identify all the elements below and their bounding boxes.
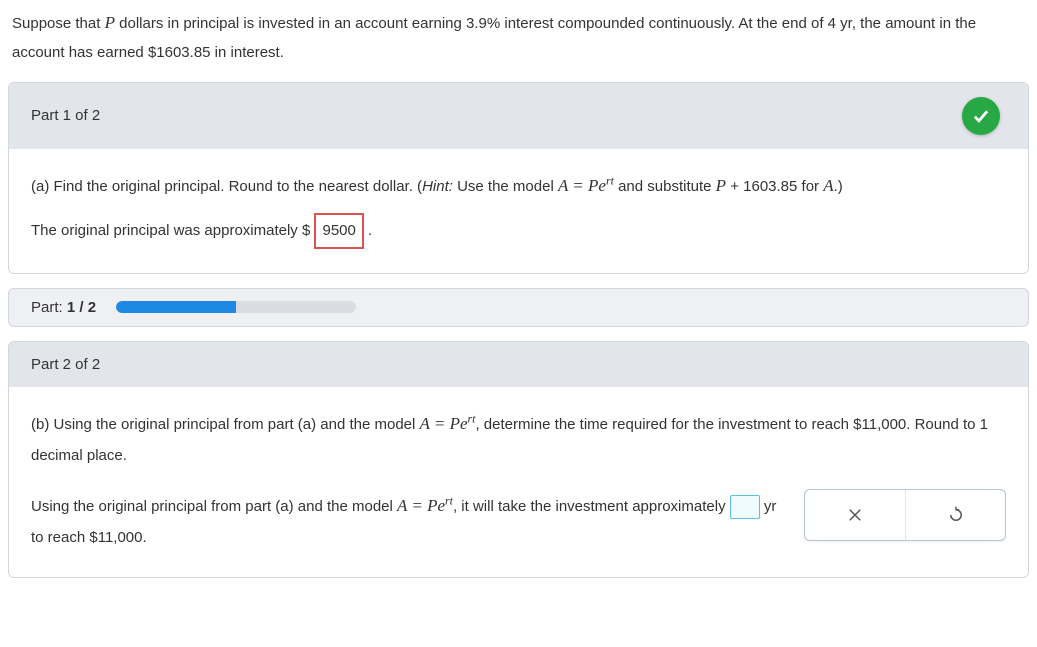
text: and substitute [614, 178, 716, 195]
text: dollars in principal is invested in an a… [115, 15, 466, 32]
action-panel [804, 489, 1006, 541]
text: . Round to [906, 416, 979, 433]
text: . [368, 222, 372, 239]
text: , determine the time required for the in… [475, 416, 853, 433]
part2-header: Part 2 of 2 [9, 342, 1028, 387]
part2-title: Part 2 of 2 [31, 356, 100, 373]
formula: A = Pert [420, 414, 476, 433]
undo-icon [947, 506, 965, 524]
sub-a: A [823, 176, 833, 195]
part2-body: (b) Using the original principal from pa… [9, 387, 1028, 577]
text: , it will take the investment approximat… [453, 498, 730, 515]
check-icon [970, 105, 992, 127]
text: interest compounded continuously. At the… [500, 15, 827, 32]
sub-p: P [716, 176, 726, 195]
interest: $1603.85 [148, 44, 211, 61]
text: + [726, 178, 743, 195]
clear-button[interactable] [805, 490, 905, 540]
ans-target: $11,000 [89, 529, 142, 546]
progress-row: Part: 1 / 2 [8, 288, 1029, 327]
part2-card: Part 2 of 2 (b) Using the original princ… [8, 341, 1029, 578]
reset-button[interactable] [905, 490, 1005, 540]
sub-val: 1603.85 [743, 178, 797, 195]
text: for [797, 178, 823, 195]
text: . [142, 529, 146, 546]
text: .) [834, 178, 843, 195]
part2-question: (b) Using the original principal from pa… [31, 407, 1006, 471]
text: Suppose that [12, 15, 105, 32]
rate: 3.9% [466, 15, 500, 32]
part1-answer-line: The original principal was approximately… [31, 213, 1006, 249]
problem-statement: Suppose that P dollars in principal is i… [8, 8, 1029, 66]
text: (b) Using the original principal from pa… [31, 416, 420, 433]
hint-label: Hint: [422, 178, 453, 195]
answer-value: 9500 [314, 213, 363, 249]
text: (a) Find the original principal. Round t… [31, 178, 422, 195]
text: decimal place. [31, 447, 127, 464]
formula: A = Pert [558, 176, 614, 195]
correct-badge [962, 97, 1000, 135]
time-input[interactable] [730, 495, 760, 519]
part1-body: (a) Find the original principal. Round t… [9, 149, 1028, 273]
text: The original principal was approximately… [31, 222, 310, 239]
part1-header: Part 1 of 2 [9, 83, 1028, 149]
target: $11,000 [853, 416, 906, 433]
x-icon [846, 506, 864, 524]
part1-title: Part 1 of 2 [31, 107, 100, 124]
text: Using the original principal from part (… [31, 498, 397, 515]
var-p: P [105, 13, 115, 32]
progress-bar [116, 301, 356, 313]
progress-label: Part: 1 / 2 [31, 299, 96, 316]
decimals: 1 [980, 416, 988, 433]
text: Use the model [453, 178, 558, 195]
part1-card: Part 1 of 2 (a) Find the original princi… [8, 82, 1029, 274]
years: 4 [828, 15, 836, 32]
part2-answer-area: Using the original principal from part (… [31, 489, 1006, 553]
part1-question: (a) Find the original principal. Round t… [31, 169, 1006, 203]
text: in interest. [211, 44, 284, 61]
formula: A = Pert [397, 496, 453, 515]
progress-bar-fill [116, 301, 236, 313]
